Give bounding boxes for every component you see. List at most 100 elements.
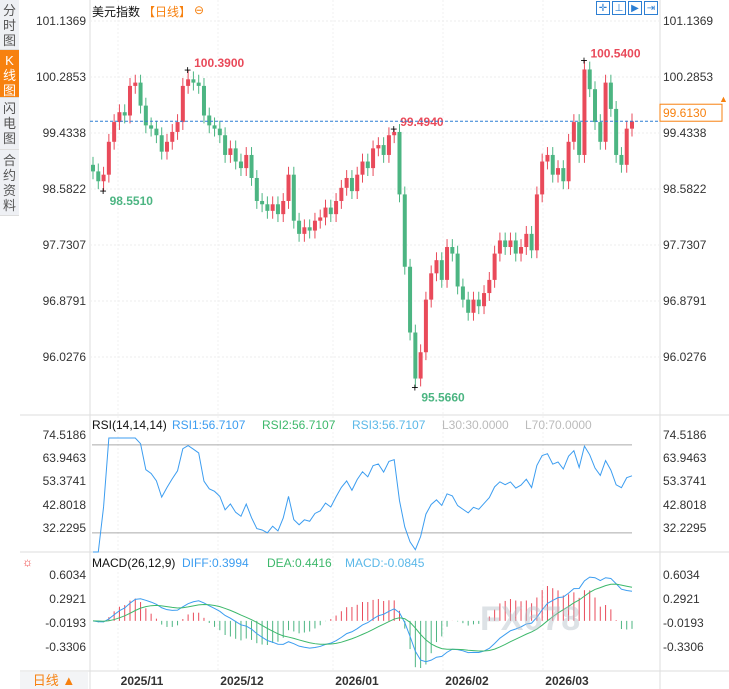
- candle-body: [122, 112, 127, 116]
- macd-y-tick-left: 0.2921: [49, 592, 86, 606]
- extreme-label: 99.4940: [400, 115, 444, 129]
- candle-body: [534, 194, 539, 251]
- rsi-y-tick-left: 32.2295: [43, 521, 87, 535]
- rsi-y-tick-right: 53.3741: [663, 474, 707, 488]
- dea-line: [92, 583, 633, 652]
- candle-body: [143, 105, 148, 126]
- candle-body: [281, 200, 286, 215]
- tab-flash[interactable]: 闪电图: [0, 98, 19, 150]
- y-tick-right: 96.8791: [663, 294, 707, 308]
- diff-line: [92, 576, 633, 663]
- extreme-marker: +: [580, 53, 587, 67]
- candle-body: [96, 171, 101, 182]
- tab-contract-info[interactable]: 合约资料: [0, 150, 19, 216]
- candle-body: [312, 220, 317, 231]
- extreme-marker: +: [390, 122, 397, 136]
- candle-body: [614, 108, 619, 155]
- candle-body: [492, 253, 497, 280]
- candle-body: [587, 69, 592, 90]
- candle-body: [286, 174, 291, 201]
- y-tick-left: 100.2853: [36, 70, 86, 84]
- candle-body: [328, 207, 333, 215]
- candle-body: [170, 131, 175, 142]
- candle-body: [476, 299, 481, 307]
- range-icon[interactable]: ⊥: [612, 1, 626, 15]
- candle-body: [619, 154, 624, 165]
- candle-body: [503, 240, 508, 248]
- candle-body: [217, 128, 222, 136]
- candle-body: [138, 82, 143, 106]
- y-tick-right: 100.2853: [663, 70, 713, 84]
- rsi-legend: RSI1:56.7107: [172, 418, 246, 432]
- candle-body: [376, 145, 381, 149]
- candle-body: [513, 240, 518, 254]
- candle-body: [159, 135, 164, 152]
- macd-legend: DIFF:0.3994: [182, 556, 249, 570]
- candle-body: [365, 161, 370, 169]
- jump-end-icon[interactable]: ⇥: [644, 1, 658, 15]
- x-tick: 2026/03: [545, 674, 589, 688]
- candle-body: [524, 233, 529, 248]
- candle-body: [307, 227, 312, 231]
- y-tick-left: 99.4338: [43, 126, 87, 140]
- candle-body: [91, 164, 95, 172]
- play-icon[interactable]: ▶: [628, 1, 642, 15]
- rsi-y-tick-left: 53.3741: [43, 474, 87, 488]
- candle-body: [344, 177, 349, 188]
- x-tick: 2026/01: [335, 674, 379, 688]
- candle-body: [550, 154, 555, 175]
- candle-body: [540, 161, 545, 195]
- tab-timeshare[interactable]: 分时图: [0, 0, 19, 50]
- period-selector[interactable]: 日线 ▲: [20, 672, 88, 689]
- candle-body: [455, 253, 460, 287]
- candle-body: [466, 299, 471, 313]
- candle-body: [519, 247, 524, 254]
- candle-body: [545, 154, 550, 162]
- candle-body: [571, 122, 576, 142]
- y-tick-right: 101.1369: [663, 14, 713, 28]
- candle-body: [598, 122, 603, 142]
- watermark: FX678: [480, 600, 581, 638]
- candle-body: [149, 125, 154, 129]
- last-price-box: [659, 103, 723, 122]
- candle-body: [360, 161, 365, 175]
- y-tick-right: 98.5822: [663, 182, 707, 196]
- candle-body: [339, 187, 344, 201]
- macd-y-tick-right: 0.6034: [663, 568, 700, 582]
- settings-icon[interactable]: ⊖: [194, 3, 205, 17]
- y-tick-right: 97.7307: [663, 238, 707, 252]
- candle-body: [164, 141, 169, 152]
- candle-body: [355, 174, 360, 192]
- candle-body: [244, 154, 249, 169]
- candle-body: [450, 247, 455, 254]
- candle-body: [291, 174, 296, 221]
- candle-body: [318, 217, 323, 221]
- rsi-y-tick-right: 32.2295: [663, 521, 707, 535]
- candle-body: [212, 125, 217, 129]
- rsi-legend: L70:70.0000: [525, 418, 592, 432]
- candle-body: [603, 82, 608, 142]
- candle-body: [323, 207, 328, 218]
- rsi-y-tick-right: 42.8018: [663, 498, 707, 512]
- extreme-label: 98.5510: [110, 194, 154, 208]
- crosshair-icon[interactable]: ✛: [596, 1, 610, 15]
- candle-body: [413, 332, 418, 379]
- candle-body: [334, 200, 339, 215]
- last-price-arrow: ▲: [719, 94, 728, 104]
- extreme-label: 100.3900: [194, 56, 244, 70]
- candle-body: [582, 69, 587, 155]
- candle-body: [302, 227, 307, 234]
- candle-body: [429, 273, 434, 300]
- tab-kline[interactable]: K线图: [0, 50, 19, 98]
- candle-body: [249, 154, 254, 178]
- candle-body: [408, 266, 413, 333]
- candle-body: [460, 286, 465, 300]
- candle-body: [423, 299, 428, 353]
- y-tick-right: 96.0276: [663, 350, 707, 364]
- x-tick: 2025/11: [121, 674, 164, 688]
- y-tick-left: 101.1369: [36, 14, 86, 28]
- rsi-y-tick-left: 74.5186: [43, 428, 87, 442]
- period-label: 【日线】: [143, 5, 192, 19]
- candle-body: [508, 240, 513, 248]
